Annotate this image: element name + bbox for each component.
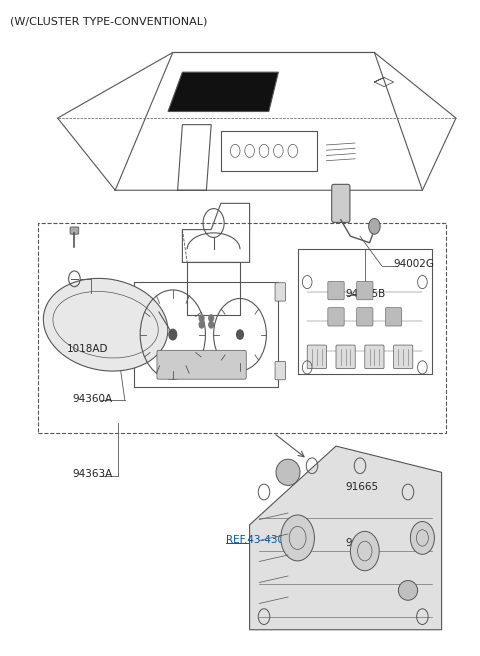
- Text: 94363A: 94363A: [72, 469, 112, 479]
- FancyBboxPatch shape: [275, 283, 286, 301]
- Circle shape: [169, 329, 177, 340]
- FancyBboxPatch shape: [394, 345, 413, 369]
- Ellipse shape: [43, 278, 168, 371]
- Circle shape: [410, 522, 434, 554]
- FancyBboxPatch shape: [365, 345, 384, 369]
- FancyBboxPatch shape: [157, 350, 246, 379]
- FancyBboxPatch shape: [275, 361, 286, 380]
- Text: 94365B: 94365B: [346, 289, 386, 298]
- Text: 94370A: 94370A: [158, 358, 199, 367]
- Text: REF.43-430B: REF.43-430B: [226, 535, 291, 544]
- Circle shape: [199, 315, 204, 321]
- Circle shape: [209, 315, 214, 321]
- Circle shape: [237, 330, 243, 339]
- Circle shape: [350, 531, 379, 571]
- Circle shape: [209, 321, 214, 328]
- Circle shape: [199, 321, 204, 328]
- Text: 96421: 96421: [346, 538, 379, 548]
- Circle shape: [281, 515, 314, 561]
- Text: 91665: 91665: [346, 482, 379, 492]
- Text: (W/CLUSTER TYPE-CONVENTIONAL): (W/CLUSTER TYPE-CONVENTIONAL): [10, 16, 207, 26]
- FancyBboxPatch shape: [385, 308, 402, 326]
- FancyBboxPatch shape: [357, 281, 373, 300]
- Ellipse shape: [398, 581, 418, 600]
- Ellipse shape: [276, 459, 300, 485]
- Text: 1018AD: 1018AD: [67, 344, 108, 354]
- Text: 94360A: 94360A: [72, 394, 112, 403]
- FancyBboxPatch shape: [328, 281, 344, 300]
- Text: 94002G: 94002G: [394, 259, 434, 269]
- Circle shape: [369, 218, 380, 234]
- FancyBboxPatch shape: [328, 308, 344, 326]
- FancyBboxPatch shape: [70, 227, 79, 234]
- Polygon shape: [250, 446, 442, 630]
- FancyBboxPatch shape: [332, 184, 350, 222]
- Polygon shape: [168, 72, 278, 112]
- FancyBboxPatch shape: [336, 345, 355, 369]
- FancyBboxPatch shape: [307, 345, 326, 369]
- FancyBboxPatch shape: [357, 308, 373, 326]
